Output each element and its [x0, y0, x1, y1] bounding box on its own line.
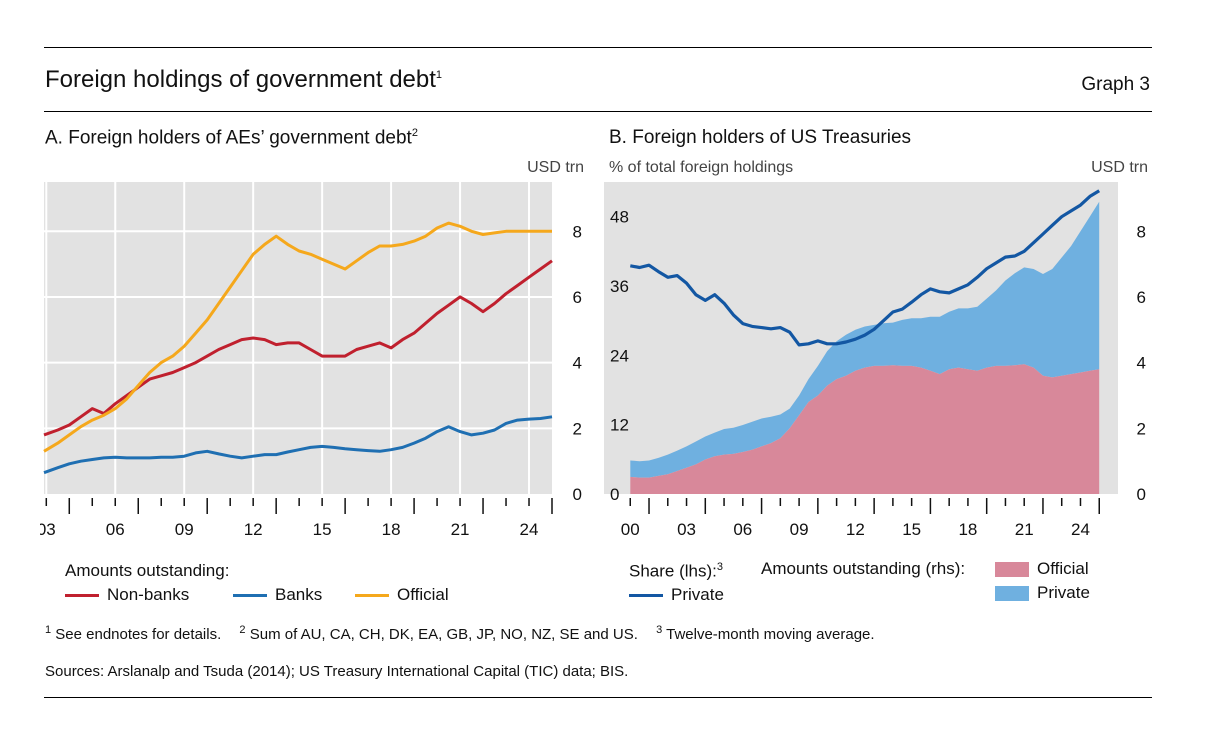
panel-a-x-tick-label: 24	[520, 520, 539, 538]
footnote-1: See endnotes for details.	[55, 626, 222, 643]
panel-b-y-right-tick-label: 8	[1137, 222, 1146, 241]
panel-b-x-tick-label: 06	[733, 520, 752, 538]
legend-banks-swatch	[233, 594, 267, 598]
share-footnote-mark: 3	[716, 561, 723, 573]
panel-a-x-tick-label: 06	[106, 520, 125, 538]
graph-number: Graph 3	[1081, 74, 1150, 95]
panel-a-y-tick-label: 0	[573, 485, 582, 504]
legend-share-private: Private	[629, 585, 724, 605]
footnote-2: Sum of AU, CA, CH, DK, EA, GB, JP, NO, N…	[249, 626, 638, 643]
panel-b-y-left-tick-label: 12	[610, 416, 629, 435]
footnotes-row: 1 See endnotes for details. 2 Sum of AU,…	[45, 624, 875, 643]
legend-official-line: Official	[355, 585, 449, 605]
top-rule	[44, 47, 1152, 48]
panel-a-y-tick-label: 4	[573, 354, 582, 373]
sources: Sources: Arslanalp and Tsuda (2014); US …	[45, 663, 629, 680]
panel-b-y-left-tick-label: 24	[610, 346, 629, 365]
panel-b-x-tick-label: 21	[1015, 520, 1034, 538]
panel-b-x-tick-label: 15	[902, 520, 921, 538]
panel-a-unit-right: USD trn	[527, 159, 584, 176]
legend-nonbanks-swatch	[65, 594, 99, 598]
graph-title: Foreign holdings of government debt1	[45, 66, 443, 93]
series-area-private	[630, 201, 1100, 478]
footnote-3: Twelve-month moving average.	[666, 626, 875, 643]
panel-b-x-tick-label: 12	[846, 520, 865, 538]
panel-b-y-right-tick-label: 4	[1137, 354, 1146, 373]
panel-b-legend-amounts-heading: Amounts outstanding (rhs):	[761, 559, 966, 578]
panel-a-footnote-mark: 2	[411, 127, 418, 139]
header-rule	[44, 111, 1152, 112]
series-area-official	[630, 364, 1100, 494]
panel-b-y-left-tick-label: 36	[610, 277, 629, 296]
panel-b-x-tick-label: 09	[790, 520, 809, 538]
panel-b-y-right-tick-label: 6	[1137, 288, 1146, 307]
legend-banks: Banks	[233, 585, 322, 605]
panel-b-legend-share-heading: Share (lhs):3	[629, 561, 723, 581]
panel-a-x-tick-label: 18	[382, 520, 401, 538]
footnote-2-mark: 2	[239, 624, 246, 636]
panel-a-x-tick-label: 09	[175, 520, 194, 538]
panel-b-y-left-tick-label: 48	[610, 208, 629, 227]
legend-area-official: Official	[995, 559, 1089, 579]
legend-area-official-swatch	[995, 562, 1029, 578]
graph-title-footnote-mark: 1	[435, 69, 443, 81]
footnote-1-mark: 1	[45, 624, 52, 636]
panel-a-plot-area	[44, 182, 552, 494]
panel-a-y-tick-label: 6	[573, 288, 582, 307]
panel-b-x-tick-label: 18	[958, 520, 977, 538]
panel-b-x-tick-label: 24	[1071, 520, 1090, 538]
panel-b-x-tick-label: 03	[677, 520, 696, 538]
legend-nonbanks: Non-banks	[65, 585, 189, 605]
series-line-banks	[43, 415, 553, 475]
legend-area-private-swatch	[995, 586, 1029, 602]
panel-b-y-right-tick-label: 0	[1137, 485, 1146, 504]
bottom-rule	[44, 697, 1152, 698]
panel-a-title: A. Foreign holders of AEs’ government de…	[45, 127, 418, 149]
panel-a-x-tick-label: 15	[313, 520, 332, 538]
panel-a-y-tick-label: 2	[573, 419, 582, 438]
panel-b-title: B. Foreign holders of US Treasuries	[609, 127, 912, 148]
panel-a-x-tick-label: 03	[40, 520, 56, 538]
panel-b-unit-left: % of total foreign holdings	[609, 159, 794, 176]
panel-b-y-right-tick-label: 2	[1137, 419, 1146, 438]
panel-b-y-left-tick-label: 0	[610, 485, 619, 504]
panel-a-x-tick-label: 21	[451, 520, 470, 538]
panel-b-x-tick-label: 00	[621, 520, 640, 538]
panel-a-legend-heading: Amounts outstanding:	[65, 561, 230, 580]
panel-a-y-tick-label: 8	[573, 222, 582, 241]
legend-official-swatch	[355, 594, 389, 598]
legend-share-swatch	[629, 594, 663, 598]
footnote-3-mark: 3	[656, 624, 663, 636]
series-line-official	[43, 221, 552, 453]
panel-b-unit-right: USD trn	[1091, 159, 1148, 176]
series-line-share-private	[630, 189, 1101, 347]
panel-a-x-tick-label: 12	[244, 520, 263, 538]
legend-area-private: Private	[995, 583, 1090, 603]
